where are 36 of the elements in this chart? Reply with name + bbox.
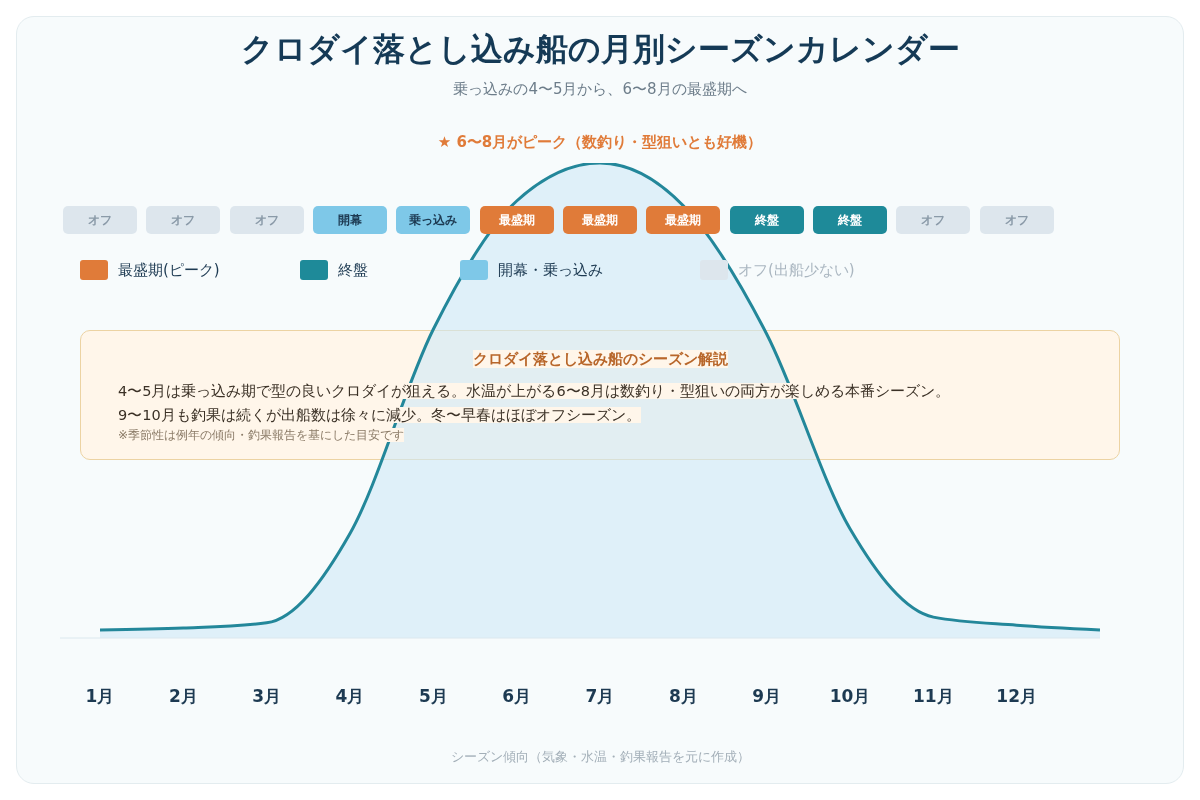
x-tick-label: 6月	[502, 686, 532, 707]
season-chip: オフ	[229, 206, 304, 234]
annotation: 開幕・乗っ込み	[498, 260, 603, 280]
season-chip: 終盤	[729, 206, 804, 234]
text: シーズン傾向（気象・水温・釣果報告を元に作成）	[449, 748, 751, 766]
season-chip: オフ	[896, 206, 971, 234]
chart-title: クロダイ落とし込み船の月別シーズンカレンダー	[239, 29, 961, 70]
season-chip: 終盤	[813, 206, 887, 234]
season-chip: オフ	[146, 206, 221, 234]
x-tick-label: 7月	[585, 686, 615, 707]
x-tick-label: 4月	[335, 686, 365, 707]
season-chip: 乗っ込み	[396, 206, 471, 234]
annotation: クロダイ落とし込み船のシーズン解説	[472, 350, 728, 368]
x-tick-label: 9月	[752, 686, 782, 707]
season-chip: オフ	[979, 206, 1054, 234]
x-tick-label: 1月	[85, 686, 115, 707]
chart-subtitle: 乗っ込みの4〜5月から、6〜8月の最盛期へ	[452, 80, 748, 99]
annotation: 9〜10月も釣果は続くが出船数は徐々に減少。冬〜早春はほぼオフシーズン。	[118, 407, 641, 423]
season-chip: 開幕	[313, 206, 387, 234]
season-chip: 最盛期	[479, 206, 554, 234]
x-tick-label: 10月	[829, 686, 871, 707]
x-tick-label: 3月	[252, 686, 282, 707]
annotation: 終盤	[338, 260, 368, 280]
annotation: 4〜5月は乗っ込み期で型の良いクロダイが狙える。水温が上がる6〜8月は数釣り・型狙いの両方が楽しめる本番シーズン。	[118, 383, 950, 399]
x-tick-label: 5月	[418, 686, 448, 707]
x-tick-label: 2月	[168, 686, 198, 707]
x-tick-label: 8月	[668, 686, 698, 707]
text: ★ 6〜8月がピーク（数釣り・型狙いとも好機）	[436, 133, 764, 152]
season-chip: オフ	[63, 206, 137, 234]
season-chip: 最盛期	[646, 206, 721, 234]
annotation: ※季節性は例年の傾向・釣果報告を基にした目安です	[118, 428, 405, 442]
annotation: 最盛期(ピーク)	[118, 260, 220, 280]
annotation: オフ(出船少ない)	[738, 260, 855, 280]
x-tick-label: 12月	[996, 686, 1037, 707]
x-tick-label: 11月	[913, 686, 954, 707]
season-chip: 最盛期	[563, 206, 637, 234]
